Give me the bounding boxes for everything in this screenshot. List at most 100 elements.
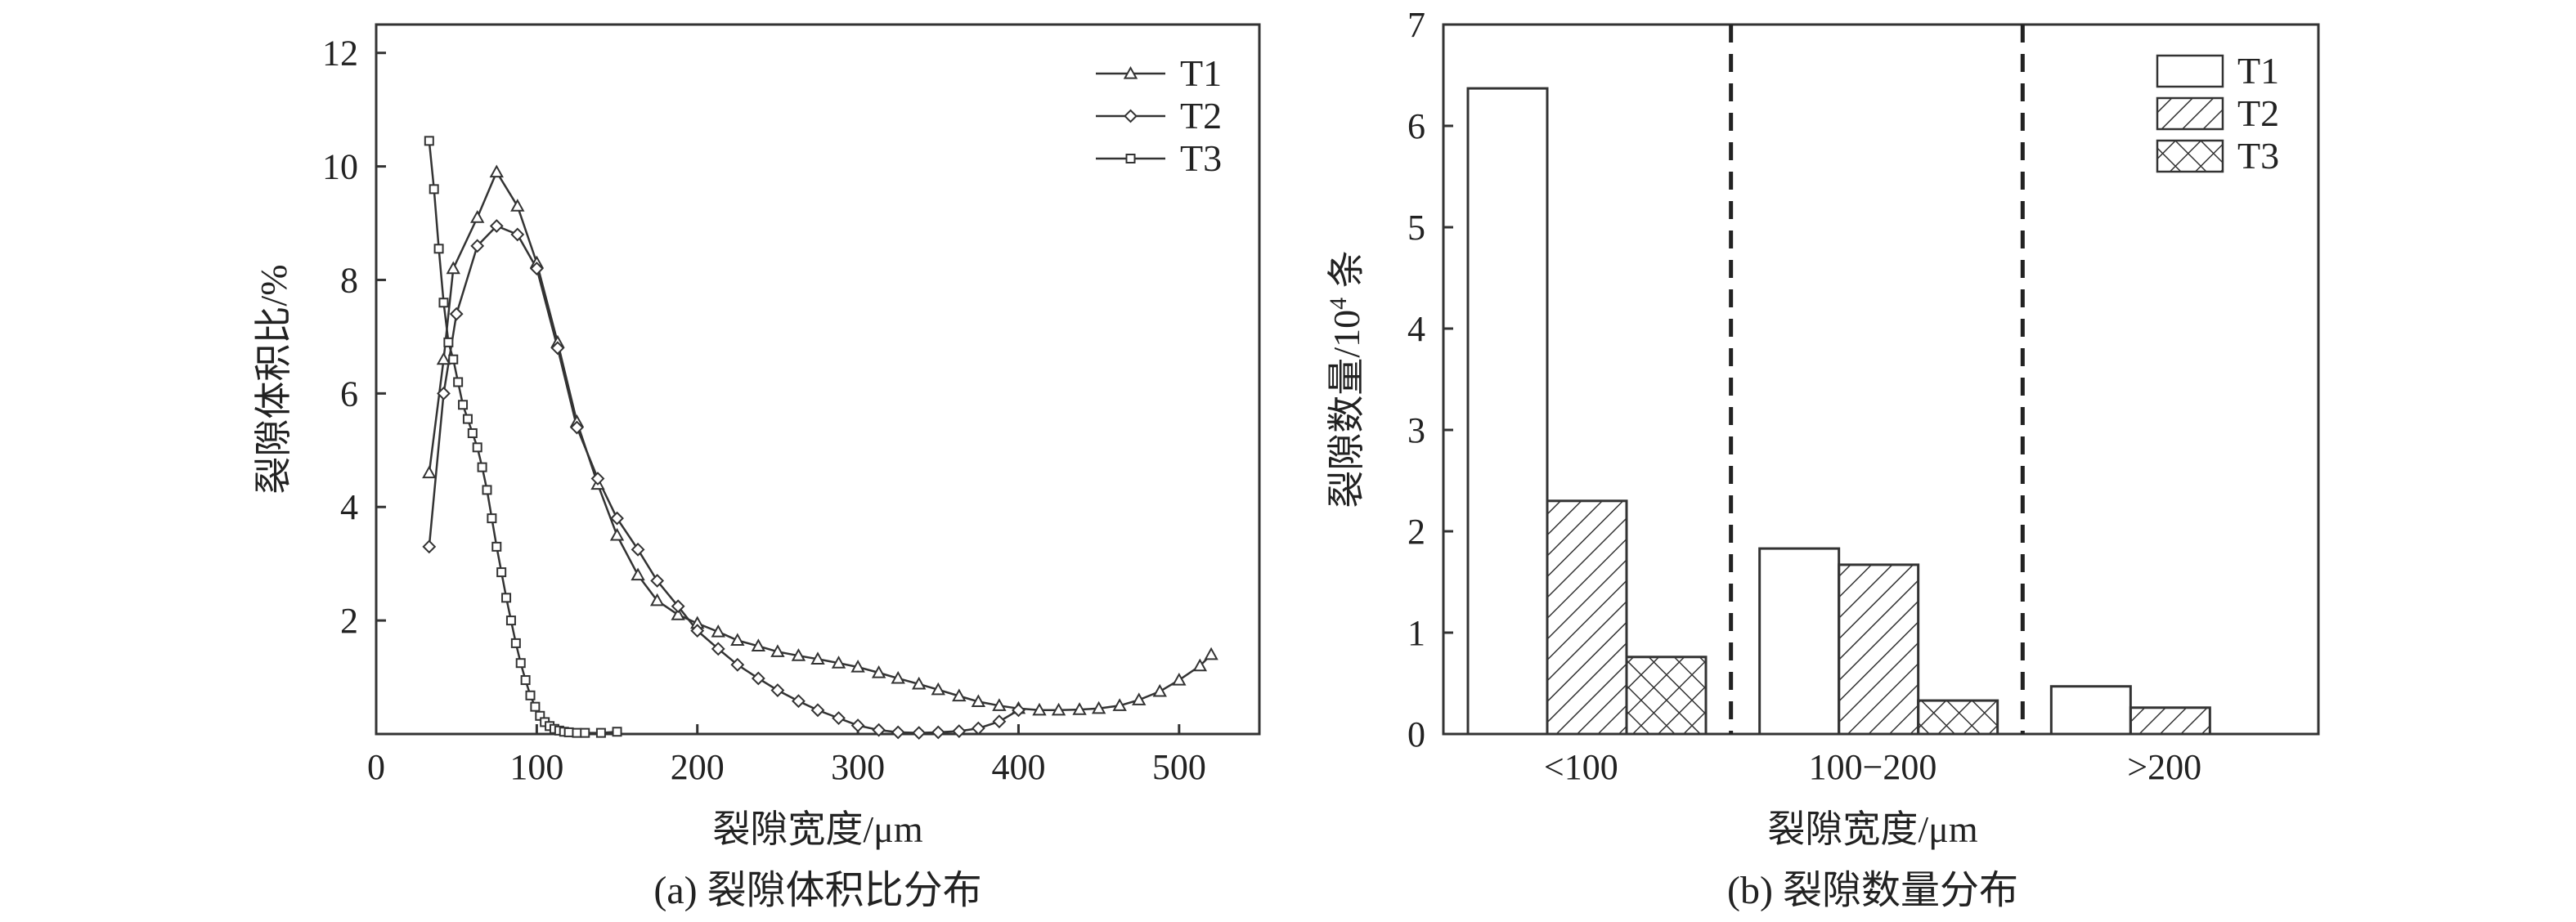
data-point-t3 (467, 427, 478, 438)
bars-b (1466, 87, 2211, 736)
data-point-t1 (791, 648, 806, 661)
y-tick-label-b: 5 (1407, 208, 1425, 248)
data-point-t2 (570, 420, 584, 435)
data-point-t3 (458, 400, 469, 410)
data-point-t2 (850, 718, 865, 732)
data-point-t1 (446, 261, 460, 275)
data-point-t3 (563, 727, 574, 737)
series-markers-a (422, 136, 1218, 741)
data-point-t1 (1132, 692, 1147, 705)
x-tick-label-a: 200 (671, 747, 725, 787)
y-tick-label-a: 12 (322, 34, 358, 74)
data-point-t1 (751, 638, 766, 651)
bar-t1 (1466, 87, 1549, 736)
data-point-t2 (610, 511, 624, 526)
y-tick-label-b: 0 (1407, 714, 1425, 754)
data-point-t2 (992, 714, 1007, 729)
bar-t3 (1625, 656, 1708, 736)
data-point-t2 (952, 724, 967, 738)
data-point-t3 (487, 513, 497, 524)
data-point-t3 (501, 593, 512, 603)
bar-t3 (1917, 699, 1999, 736)
data-point-t3 (448, 354, 459, 365)
data-point-t3 (525, 690, 536, 700)
data-point-t3 (438, 298, 449, 308)
data-point-t1 (631, 567, 645, 581)
data-point-t2 (832, 711, 846, 725)
data-point-t3 (595, 727, 606, 738)
y-tick-label-b: 4 (1407, 309, 1425, 349)
data-point-t3 (443, 337, 454, 347)
y-tick-label-a: 8 (340, 260, 358, 300)
data-point-t2 (590, 472, 605, 486)
data-point-t3 (482, 485, 492, 495)
x-tick-label-a: 300 (831, 747, 885, 787)
data-point-t1 (871, 665, 886, 678)
data-point-t3 (520, 675, 531, 686)
data-point-t2 (449, 307, 464, 321)
series-line-t3 (428, 141, 617, 734)
data-point-t2 (437, 386, 451, 401)
legend-swatch-t2 (2156, 96, 2224, 131)
data-point-t2 (529, 262, 544, 276)
x-tick-label-b: >200 (2127, 747, 2201, 787)
data-point-t1 (711, 624, 725, 638)
data-point-t3 (515, 658, 526, 669)
y-tick-label-a: 4 (340, 487, 358, 527)
category-separators-b (1729, 25, 2025, 734)
data-point-t1 (952, 688, 967, 702)
data-point-t3 (429, 184, 439, 195)
data-point-t3 (530, 701, 541, 712)
data-point-t1 (770, 644, 785, 657)
legend-swatch-t1 (2156, 54, 2224, 88)
data-point-t3 (424, 136, 434, 146)
data-point-t1 (510, 199, 525, 212)
y-axis-label-b-sup: 4 (1325, 298, 1352, 310)
x-tick-label-a: 100 (509, 747, 563, 787)
legend-label-t1: T1 (2237, 50, 2279, 92)
data-point-t1 (1032, 702, 1047, 716)
y-axis-label-b-main: 裂隙数量/10 (1326, 310, 1367, 508)
y-axis-label-b: 裂隙数量/104 条 (1325, 250, 1367, 508)
legend-label-t2: T2 (2237, 92, 2279, 134)
data-point-t3 (491, 541, 502, 552)
legend-label-t3: T3 (1180, 137, 1222, 179)
y-tick-label-b: 6 (1407, 106, 1425, 146)
data-point-t3 (580, 727, 590, 738)
legend-marker-t1 (1123, 65, 1138, 79)
caption-a: (a) 裂隙体积比分布 (653, 869, 981, 912)
data-point-t1 (931, 682, 945, 696)
data-point-t2 (650, 574, 665, 588)
data-point-t1 (971, 694, 986, 708)
legend-marker-t2 (1124, 109, 1138, 123)
legend-marker-t3 (1125, 154, 1136, 163)
series-lines-a (428, 141, 1212, 734)
data-point-t1 (850, 660, 865, 673)
data-point-t1 (1172, 672, 1187, 686)
data-point-t1 (1204, 647, 1218, 660)
data-point-t3 (433, 244, 444, 254)
data-point-t3 (462, 414, 473, 424)
legend-label-t2: T2 (1180, 95, 1222, 137)
y-tick-label-b: 7 (1407, 5, 1425, 45)
data-point-t1 (912, 676, 927, 690)
data-point-t1 (730, 633, 745, 647)
data-point-t1 (1051, 702, 1066, 716)
x-tick-label-a: 400 (991, 747, 1045, 787)
data-point-t2 (912, 726, 927, 741)
data-point-t1 (649, 593, 665, 606)
data-point-t2 (631, 542, 645, 557)
series-line-t2 (428, 225, 1020, 734)
y-tick-label-b: 1 (1407, 613, 1425, 653)
data-point-t3 (477, 462, 487, 472)
caption-b: (b) 裂隙数量分布 (1727, 869, 2018, 912)
y-axis-label-b-tail: 条 (1326, 250, 1367, 298)
data-point-t1 (1192, 658, 1208, 672)
data-point-t3 (505, 615, 516, 626)
y-tick-label-a: 2 (340, 601, 358, 641)
